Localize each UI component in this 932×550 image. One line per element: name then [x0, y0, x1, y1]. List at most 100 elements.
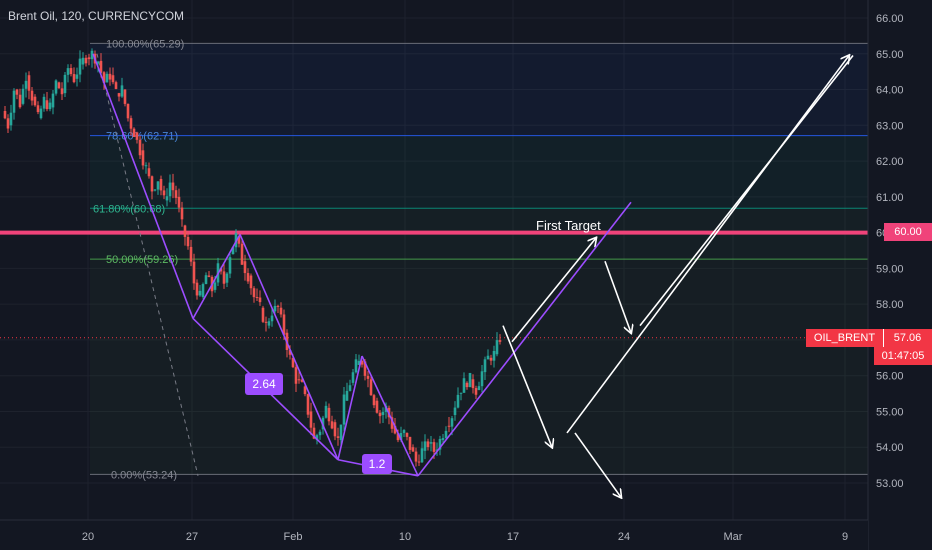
candle-body [282, 314, 286, 335]
candle-body [147, 168, 151, 177]
candle-body [30, 90, 34, 101]
fib-label: 61.80%(60.68) [93, 203, 165, 215]
candle-body [21, 88, 25, 104]
candle-body [57, 82, 61, 89]
candle-body [15, 89, 19, 95]
candle-body [291, 357, 295, 368]
candle-body [447, 425, 451, 427]
candle-body [105, 73, 109, 83]
price-tick-label: 54.00 [876, 442, 904, 454]
first-target-label: First Target [536, 218, 601, 233]
candle-body [99, 60, 103, 73]
candle-body [45, 100, 49, 110]
candle-body [330, 421, 334, 429]
candle-body [96, 61, 100, 64]
pattern-ratio-label: 2.64 [252, 377, 276, 391]
candle-body [69, 68, 73, 75]
candle-body [315, 435, 319, 441]
candle-body [111, 75, 115, 83]
candle-body [423, 441, 427, 451]
candle-body [18, 94, 22, 108]
time-tick-label: 10 [399, 531, 411, 543]
candle-body [417, 461, 421, 463]
candle-body [159, 178, 163, 191]
candle-body [252, 288, 256, 298]
candle-body [72, 74, 76, 83]
candle-body [231, 247, 235, 255]
candle-body [141, 150, 145, 166]
time-tick-label: 20 [82, 531, 94, 543]
candle-body [129, 118, 133, 129]
candle-body [162, 190, 166, 196]
candle-body [342, 394, 346, 425]
candle-body [165, 196, 169, 201]
pattern-ratio-box [362, 454, 392, 474]
candle-body [333, 422, 337, 437]
candle-body [108, 73, 112, 80]
price-tick-label: 65.00 [876, 49, 904, 61]
candle-body [396, 433, 400, 441]
candle-body [312, 427, 316, 439]
candle-body [372, 395, 376, 406]
candle-body [153, 189, 157, 191]
candle-body [294, 367, 298, 384]
candle-body [195, 282, 199, 296]
price-tick-label: 61.00 [876, 192, 904, 204]
candle-body [297, 379, 301, 381]
time-tick-label: Feb [284, 531, 303, 543]
time-axis[interactable]: 20 27 Feb 10 17 24 Mar 9 [0, 519, 868, 550]
candle-body [237, 236, 241, 244]
candle-body [468, 373, 472, 388]
candle-body [3, 111, 7, 119]
candle-body [399, 432, 403, 441]
candle-body [306, 394, 310, 415]
candle-body [150, 176, 154, 192]
fib-zone [90, 135, 868, 209]
candle-body [186, 236, 190, 247]
candle-body [258, 297, 262, 303]
candle-body [459, 392, 463, 394]
candle-body [369, 379, 373, 396]
candle-body [444, 430, 448, 439]
candle-body [144, 165, 148, 167]
candle-body [51, 93, 55, 108]
price-axis[interactable]: 66.00 65.00 64.00 63.00 62.00 61.00 60.00 59.00… [867, 0, 932, 550]
candle-body [270, 315, 274, 322]
candle-body [54, 80, 58, 94]
price-tick-label: 62.00 [876, 156, 904, 168]
candle-body [420, 448, 424, 463]
time-tick-label: 17 [507, 531, 519, 543]
candle-body [480, 371, 484, 387]
candle-body [63, 74, 67, 94]
price-tick-label: 59.00 [876, 263, 904, 275]
candle-body [189, 246, 193, 262]
pattern-leg [361, 355, 419, 477]
candle-body [453, 407, 457, 416]
candle-body [438, 438, 442, 450]
candle-body [489, 357, 493, 361]
symbol-price-badge: OIL_BRENT 57.06 [806, 329, 932, 347]
candle-body [174, 190, 178, 198]
time-tick-label: 24 [618, 531, 630, 543]
candle-body [492, 350, 496, 361]
candle-body [246, 273, 250, 282]
candle-body [198, 290, 202, 296]
candle-body [426, 441, 430, 448]
projection-arrow [574, 432, 621, 497]
candle-body [183, 225, 187, 237]
candle-body [135, 132, 139, 140]
pattern-ratio-box [245, 373, 283, 395]
candle-body [483, 359, 487, 373]
candle-body [81, 57, 85, 65]
pattern-ratio-label: 1.2 [369, 457, 386, 471]
candle-body [87, 57, 91, 60]
candle-body [486, 355, 490, 360]
candle-body [123, 89, 127, 104]
symbol-label: OIL_BRENT [807, 329, 884, 347]
candle-body [201, 284, 205, 297]
candle-body [267, 321, 271, 326]
candle-body [408, 436, 412, 450]
candle-body [441, 438, 445, 441]
candle-body [309, 411, 313, 428]
